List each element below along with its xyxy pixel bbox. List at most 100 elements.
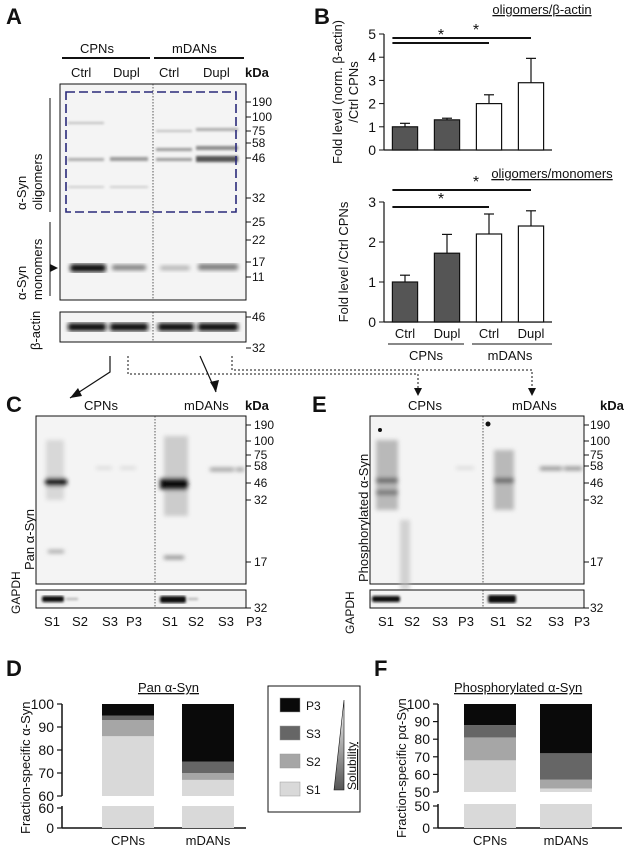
marker-label: 17 xyxy=(252,255,266,269)
group-label-mdans: mDANs xyxy=(512,398,557,413)
y-tick-label: 60 xyxy=(38,800,54,816)
panel-f: F Phosphorylated α-Syn Fraction-specific… xyxy=(374,656,622,848)
monomer-bands xyxy=(70,264,238,272)
bar xyxy=(475,233,503,323)
y-tick-label: 2 xyxy=(368,96,376,112)
lane-label: S1 xyxy=(490,614,506,629)
marker-label: 32 xyxy=(252,341,266,355)
y-tick-label: 60 xyxy=(38,788,54,804)
marker-label: 75 xyxy=(254,448,268,462)
legend-label: S3 xyxy=(306,727,321,741)
marker-label: 190 xyxy=(590,418,610,432)
lane-label: S3 xyxy=(218,614,234,629)
y-tick-label: 100 xyxy=(31,696,55,712)
group-label-cpns: CPNs xyxy=(80,41,114,56)
marker-label: 46 xyxy=(252,310,266,324)
label-gapdh: GAPDH xyxy=(343,591,357,634)
panel-letter-e: E xyxy=(312,392,327,417)
y-tick-label: 0 xyxy=(368,314,376,330)
panel-e: E CPNs mDANs kDa Phosphorylated α-Syn GA… xyxy=(312,392,625,634)
kda-label: kDa xyxy=(245,398,270,413)
bar-segment-s3 xyxy=(102,715,154,721)
y-tick-label: 0 xyxy=(368,142,376,158)
y-tick-label: 80 xyxy=(38,742,54,758)
panel-b: B 0 1 2 3 4 5 * * oligomers/β-actin Fold level (n… xyxy=(314,2,613,363)
marker-label: 25 xyxy=(252,215,266,229)
bar-segment-s2 xyxy=(540,779,592,789)
bar-segment-p3 xyxy=(182,704,234,762)
legend-label: S2 xyxy=(306,755,321,769)
group-label-mdans: mDANs xyxy=(184,398,229,413)
bar-segment-s2 xyxy=(464,737,516,761)
panel-a: A CPNs mDANs Ctrl Dupl Ctrl Dupl kDa xyxy=(6,4,536,399)
bar-segment-s2 xyxy=(182,773,234,780)
blot-pan-syn xyxy=(35,415,247,585)
lane-label: Ctrl xyxy=(159,65,179,80)
lane-label: Dupl xyxy=(203,65,230,80)
group-label-cpns: CPNs xyxy=(84,398,118,413)
bar-segment-base xyxy=(102,806,154,828)
legend-swatch xyxy=(279,753,301,769)
label-monomers: α-Synmonomers xyxy=(14,238,45,300)
y-tick-label: 50 xyxy=(414,784,430,800)
y-tick-label: 60 xyxy=(414,766,430,782)
bar-segment-base xyxy=(182,806,234,828)
chart-title: oligomers/β-actin xyxy=(492,2,591,17)
chart-pan-syn-fractions: 60 70 80 90 100 60 0 CPNs mDANs xyxy=(31,696,246,848)
chart-title-f: Phosphorylated α-Syn xyxy=(454,680,582,695)
x-tick-label: mDANs xyxy=(544,833,589,848)
label-phospho-syn: Phosphorylated α-Syn xyxy=(356,454,371,582)
bar xyxy=(517,225,545,323)
marker-label: 22 xyxy=(252,233,266,247)
bar-segment-base xyxy=(540,804,592,828)
marker-label: 46 xyxy=(254,476,268,490)
lane-label: S2 xyxy=(188,614,204,629)
marker-label: 32 xyxy=(252,191,266,205)
chart-title: oligomers/monomers xyxy=(491,166,613,181)
y-axis-label: Fold level /Ctrl CPNs xyxy=(336,201,351,322)
gapdh-bands xyxy=(372,595,516,603)
lane-label: S2 xyxy=(72,614,88,629)
y-tick-label: 100 xyxy=(407,696,431,712)
bar-segment-s1 xyxy=(540,788,592,792)
y-tick-label: 1 xyxy=(368,274,376,290)
significance-star: * xyxy=(473,174,479,191)
ylabel-f: Fraction-specific pα-Syn xyxy=(394,698,409,838)
bar xyxy=(391,281,419,323)
marker-label: 46 xyxy=(252,151,266,165)
y-tick-label: 3 xyxy=(368,72,376,88)
phospho-syn-bands xyxy=(376,440,582,590)
marker-label: 32 xyxy=(254,493,268,507)
lane-label: S3 xyxy=(548,614,564,629)
arrowhead-icon xyxy=(210,380,219,392)
x-tick-label: Ctrl xyxy=(395,326,415,341)
bar-segment-s3 xyxy=(540,753,592,780)
panel-letter-a: A xyxy=(6,4,22,29)
y-tick-label: 3 xyxy=(368,194,376,210)
y-tick-label: 1 xyxy=(368,119,376,135)
significance-star: * xyxy=(473,22,479,39)
marker-label: 190 xyxy=(254,418,274,432)
actin-bands xyxy=(68,323,238,331)
label-gapdh: GAPDH xyxy=(9,571,23,614)
y-axis-label: /Ctrl CPNs xyxy=(346,61,361,123)
lane-label: P3 xyxy=(458,614,474,629)
connector-arrow xyxy=(69,356,111,399)
y-tick-label: 90 xyxy=(414,714,430,730)
marker-label: 75 xyxy=(590,448,604,462)
marker-label: 17 xyxy=(590,555,604,569)
lane-label: S3 xyxy=(102,614,118,629)
kda-label: kDa xyxy=(245,65,270,80)
lane-label: P3 xyxy=(574,614,590,629)
marker-label: 75 xyxy=(252,124,266,138)
significance-star: * xyxy=(438,191,444,208)
legend-swatch xyxy=(279,725,301,741)
x-tick-label: Dupl xyxy=(434,326,461,341)
bar-segment-p3 xyxy=(540,704,592,754)
bar-segment-base xyxy=(464,804,516,828)
blot-speck xyxy=(485,421,491,427)
y-tick-label: 2 xyxy=(368,234,376,250)
